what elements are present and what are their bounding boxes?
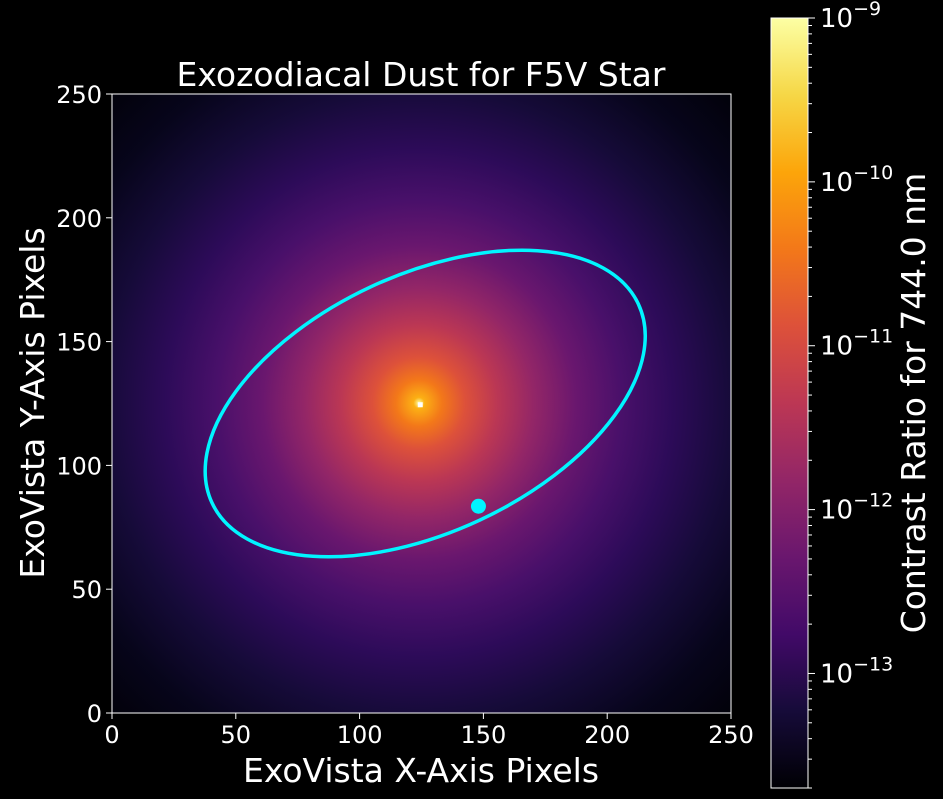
y-axis: 0 50 100 150 200 250 [56, 81, 112, 728]
colorbar-tick-exponent: −12 [853, 490, 893, 512]
colorbar-tick-base: 10 [820, 659, 853, 689]
colorbar-tick-base: 10 [820, 332, 853, 362]
colorbar-label: Contrast Ratio for 744.0 nm [894, 173, 933, 634]
colorbar-tick-base: 10 [820, 168, 853, 198]
chart-title: Exozodiacal Dust for F5V Star [177, 55, 666, 94]
colorbar-tick-exponent: −9 [853, 0, 881, 20]
colorbar-tick-base: 10 [820, 4, 853, 34]
colorbar-tick-label: 10−9 [820, 0, 881, 34]
y-tick-label: 50 [71, 576, 102, 604]
y-tick-label: 100 [56, 452, 102, 480]
x-axis: 0 50 100 150 200 250 [104, 713, 754, 749]
colorbar [770, 17, 809, 789]
y-tick-label: 0 [87, 700, 102, 728]
y-tick-label: 150 [56, 329, 102, 357]
planet-marker [470, 498, 486, 514]
planet-orbit [203, 248, 647, 559]
colorbar-tick-exponent: −10 [853, 162, 893, 184]
colorbar-tick-base: 10 [820, 496, 853, 526]
colorbar-tick-label: 10−13 [820, 653, 893, 689]
x-tick-label: 50 [221, 721, 252, 749]
y-tick-label: 250 [56, 81, 102, 109]
y-axis-label: ExoVista Y-Axis Pixels [13, 227, 52, 578]
x-axis-label: ExoVista X-Axis Pixels [243, 751, 599, 790]
colorbar-tick-exponent: −13 [853, 653, 893, 675]
plot-area [112, 94, 731, 713]
y-tick-label: 200 [56, 205, 102, 233]
star-marker [417, 402, 423, 408]
x-tick-label: 100 [337, 721, 383, 749]
plot-frame [111, 93, 732, 714]
x-tick-label: 200 [584, 721, 630, 749]
colorbar-tick-exponent: −11 [853, 326, 893, 348]
colorbar-tick-label: 10−10 [820, 162, 893, 198]
x-tick-label: 150 [460, 721, 506, 749]
x-tick-label: 250 [708, 721, 754, 749]
x-tick-label: 0 [104, 721, 119, 749]
colorbar-tick-label: 10−11 [820, 326, 893, 362]
colorbar-tick-label: 10−12 [820, 490, 893, 526]
